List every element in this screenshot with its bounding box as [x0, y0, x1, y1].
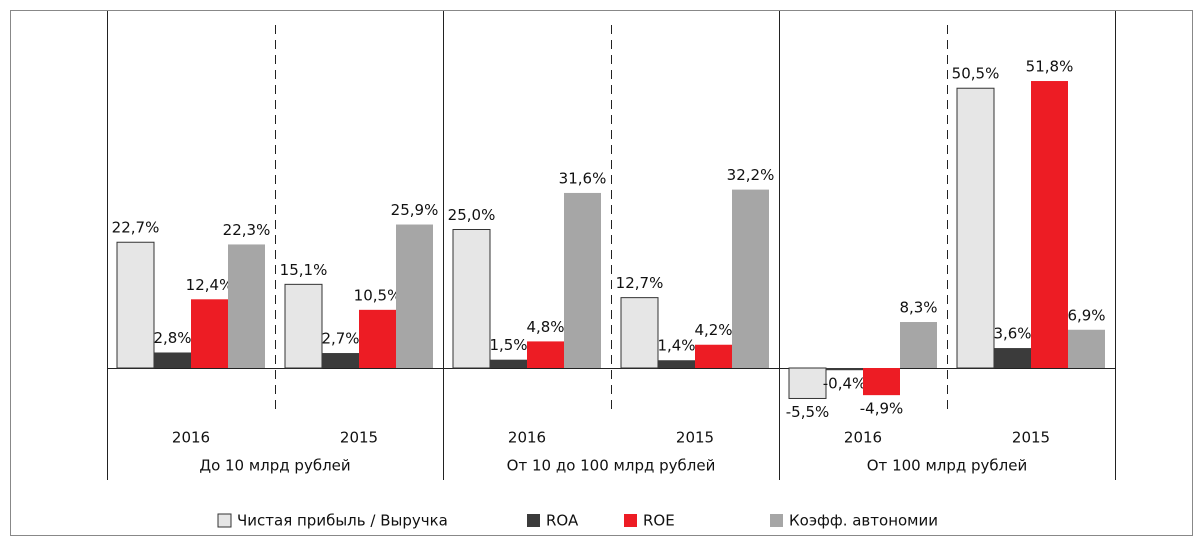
legend-swatch: [217, 513, 232, 528]
value-label: 25,0%: [448, 206, 496, 224]
bar: [1068, 329, 1105, 368]
x-tick-label: 2015: [340, 429, 378, 447]
value-label: -5,5%: [786, 403, 830, 421]
legend-label: ROA: [546, 512, 579, 530]
bar: [228, 244, 265, 368]
bar: [695, 344, 732, 368]
group-label: До 10 млрд рублей: [199, 457, 350, 475]
x-tick-label: 2015: [676, 429, 714, 447]
x-tick-label: 2015: [1012, 429, 1050, 447]
value-label: 31,6%: [559, 169, 607, 187]
value-label: 4,8%: [526, 318, 564, 336]
bar: [154, 352, 191, 368]
value-label: 4,2%: [694, 321, 732, 339]
value-label: 15,1%: [280, 261, 328, 279]
legend-label: ROE: [643, 512, 675, 530]
value-label: 51,8%: [1026, 58, 1074, 76]
bar: [564, 192, 601, 368]
bar: [658, 360, 695, 368]
legend-swatch: [770, 514, 783, 527]
value-label: 3,6%: [993, 325, 1031, 343]
value-label: -4,9%: [860, 400, 904, 418]
bar: [826, 368, 863, 371]
value-label: 2,7%: [321, 330, 359, 348]
bar: [359, 309, 396, 368]
bar: [732, 189, 769, 368]
bar: [900, 322, 937, 368]
value-label: 1,5%: [489, 336, 527, 354]
bar: [863, 368, 900, 396]
bar: [116, 241, 155, 369]
value-label: 1,4%: [657, 337, 695, 355]
value-label: -0,4%: [823, 375, 867, 393]
bar: [956, 87, 995, 369]
x-tick-label: 2016: [844, 429, 882, 447]
bar: [396, 224, 433, 368]
bar: [322, 353, 359, 368]
value-label: 12,4%: [186, 276, 234, 294]
legend-swatch: [624, 514, 637, 527]
bar: [994, 348, 1031, 368]
group-label: От 10 до 100 млрд рублей: [507, 457, 716, 475]
value-label: 25,9%: [391, 201, 439, 219]
bar: [620, 297, 659, 369]
value-label: 8,3%: [899, 299, 937, 317]
x-tick-label: 2016: [172, 429, 210, 447]
legend-swatch: [527, 514, 540, 527]
bar: [788, 367, 827, 399]
value-label: 22,7%: [112, 219, 160, 237]
group-label: От 100 млрд рублей: [867, 457, 1028, 475]
bar: [452, 229, 491, 369]
bar: [527, 341, 564, 368]
value-label: 12,7%: [616, 274, 664, 292]
value-label: 2,8%: [153, 329, 191, 347]
value-label: 22,3%: [223, 221, 271, 239]
value-label: 10,5%: [354, 286, 402, 304]
bar: [191, 299, 228, 368]
bar: [1031, 81, 1068, 368]
legend-label: Чистая прибыль / Выручка: [237, 512, 448, 530]
value-label: 6,9%: [1067, 306, 1105, 324]
bar: [490, 359, 527, 368]
x-tick-label: 2016: [508, 429, 546, 447]
value-label: 50,5%: [952, 65, 1000, 83]
value-label: 32,2%: [727, 166, 775, 184]
frame: [10, 10, 1193, 536]
bar: [284, 283, 323, 369]
legend-label: Коэфф. автономии: [789, 512, 938, 530]
